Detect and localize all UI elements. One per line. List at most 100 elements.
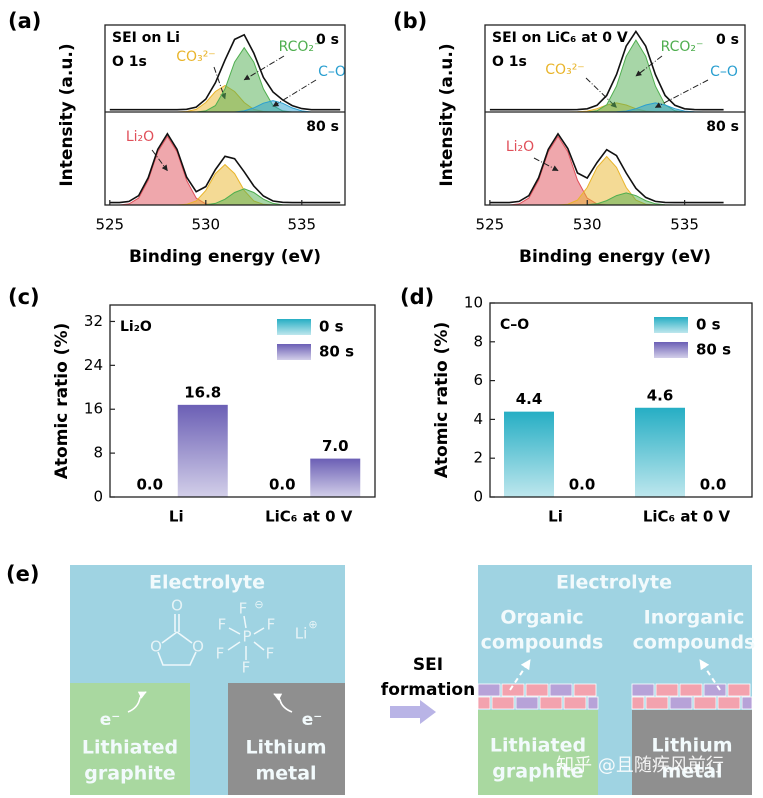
lithium-box	[632, 710, 752, 795]
graphite-box	[70, 683, 190, 795]
frame	[104, 24, 346, 206]
process-arrow	[390, 700, 436, 724]
pf6-bonds	[227, 615, 265, 660]
y-tick-label: 24	[84, 356, 103, 374]
anode-label: Lithium	[245, 737, 326, 759]
brick	[645, 696, 669, 710]
time-label: 80 s	[306, 119, 339, 135]
annotation-arrow	[533, 157, 559, 172]
brick	[539, 696, 563, 710]
value-label: 0.0	[269, 476, 296, 494]
anode-label: metal	[255, 763, 316, 785]
electrolyte-label: Electrolyte	[149, 572, 265, 594]
brick	[631, 683, 655, 697]
x-tick-label: 525	[476, 216, 505, 234]
brick	[477, 683, 501, 697]
value-label: 16.8	[184, 383, 221, 401]
pointer	[509, 659, 531, 691]
brick	[693, 696, 717, 710]
y-tick-label: 6	[473, 371, 483, 389]
brick	[515, 696, 539, 710]
value-label: 0.0	[569, 476, 596, 494]
brick	[525, 683, 549, 697]
panel-label: (a)	[8, 9, 41, 33]
y-tick-label: 16	[84, 400, 103, 418]
spectrum-title: SEI on Li	[112, 30, 180, 46]
annotation-arrow	[272, 79, 317, 107]
y-tick-label: 0	[93, 488, 103, 506]
x-tick-label: 535	[287, 216, 316, 234]
panel-label: (e)	[6, 562, 39, 586]
x-axis-label: Binding energy (eV)	[519, 247, 711, 267]
component-label: RCO₂⁻	[661, 39, 704, 55]
y-tick-label: 4	[473, 410, 483, 428]
annotation-arrow	[243, 55, 285, 81]
value-label: 4.4	[516, 390, 543, 408]
atom: O	[150, 638, 162, 656]
process-label: formation	[381, 680, 475, 700]
x-tick-label: 535	[670, 216, 699, 234]
process-label: SEI	[413, 655, 443, 675]
y-tick-label: 32	[84, 312, 103, 330]
x-tick-label: 525	[95, 216, 124, 234]
spectrum-title: SEI on LiC₆ at 0 V	[492, 30, 628, 46]
value-label: 0.0	[700, 476, 727, 494]
anode-label: graphite	[84, 763, 175, 785]
watermark: 知乎 @且随疾风前行	[556, 755, 724, 776]
atom: F	[216, 645, 225, 663]
y-tick-label: 0	[473, 488, 483, 506]
brick	[679, 683, 703, 697]
y-tick-label: 2	[473, 449, 483, 467]
brick	[549, 683, 573, 697]
annotation: Li₂O	[120, 319, 152, 335]
frame	[484, 24, 746, 206]
envelope-line	[489, 29, 724, 111]
charge: ⊕	[308, 618, 317, 631]
component-label: C–O	[318, 64, 346, 80]
time-label: 0 s	[316, 32, 339, 48]
component-label: RCO₂⁻	[279, 39, 322, 55]
x-tick-label: LiC₆ at 0 V	[643, 508, 731, 526]
y-tick-label: 8	[93, 444, 103, 462]
brick	[477, 696, 491, 710]
x-axis-label: Binding energy (eV)	[129, 247, 321, 267]
anode-label: graphite	[492, 761, 583, 783]
legend-label: 80 s	[696, 341, 731, 359]
x-tick-label: LiC₆ at 0 V	[265, 508, 353, 526]
brick	[563, 696, 587, 710]
envelope-line	[109, 33, 341, 111]
bar	[310, 458, 361, 497]
legend-label: 0 s	[319, 318, 344, 336]
electron-label: e⁻	[302, 710, 323, 730]
value-label: 4.6	[647, 386, 674, 404]
atom: F	[266, 645, 275, 663]
value-label: 7.0	[322, 437, 349, 455]
atom: F	[239, 600, 248, 618]
anode-label: Lithium	[651, 735, 732, 757]
brick	[655, 683, 679, 697]
anode-label: Lithiated	[82, 737, 178, 759]
brick	[741, 696, 753, 710]
core-level: O 1s	[112, 54, 147, 70]
time-label: 0 s	[716, 32, 739, 48]
brick	[573, 683, 597, 697]
legend-label: 0 s	[696, 316, 721, 334]
atom: P	[242, 628, 251, 646]
bar	[504, 411, 554, 497]
y-axis-label: Atomic ratio (%)	[432, 322, 452, 478]
brick	[587, 696, 599, 710]
brick	[703, 683, 727, 697]
value-label: 0.0	[136, 476, 163, 494]
frame	[489, 302, 753, 498]
y-axis-label: Atomic ratio (%)	[52, 323, 72, 479]
sei-label: compounds	[633, 632, 756, 654]
sei-layer	[477, 683, 753, 710]
panel-label: (d)	[400, 285, 434, 309]
core-level: O 1s	[492, 54, 527, 70]
graphite-box	[478, 710, 598, 795]
panel-label: (b)	[393, 9, 427, 33]
component-label: Li₂O	[506, 139, 534, 155]
frame	[109, 304, 376, 498]
cation: Li	[295, 625, 308, 643]
brick	[717, 696, 741, 710]
